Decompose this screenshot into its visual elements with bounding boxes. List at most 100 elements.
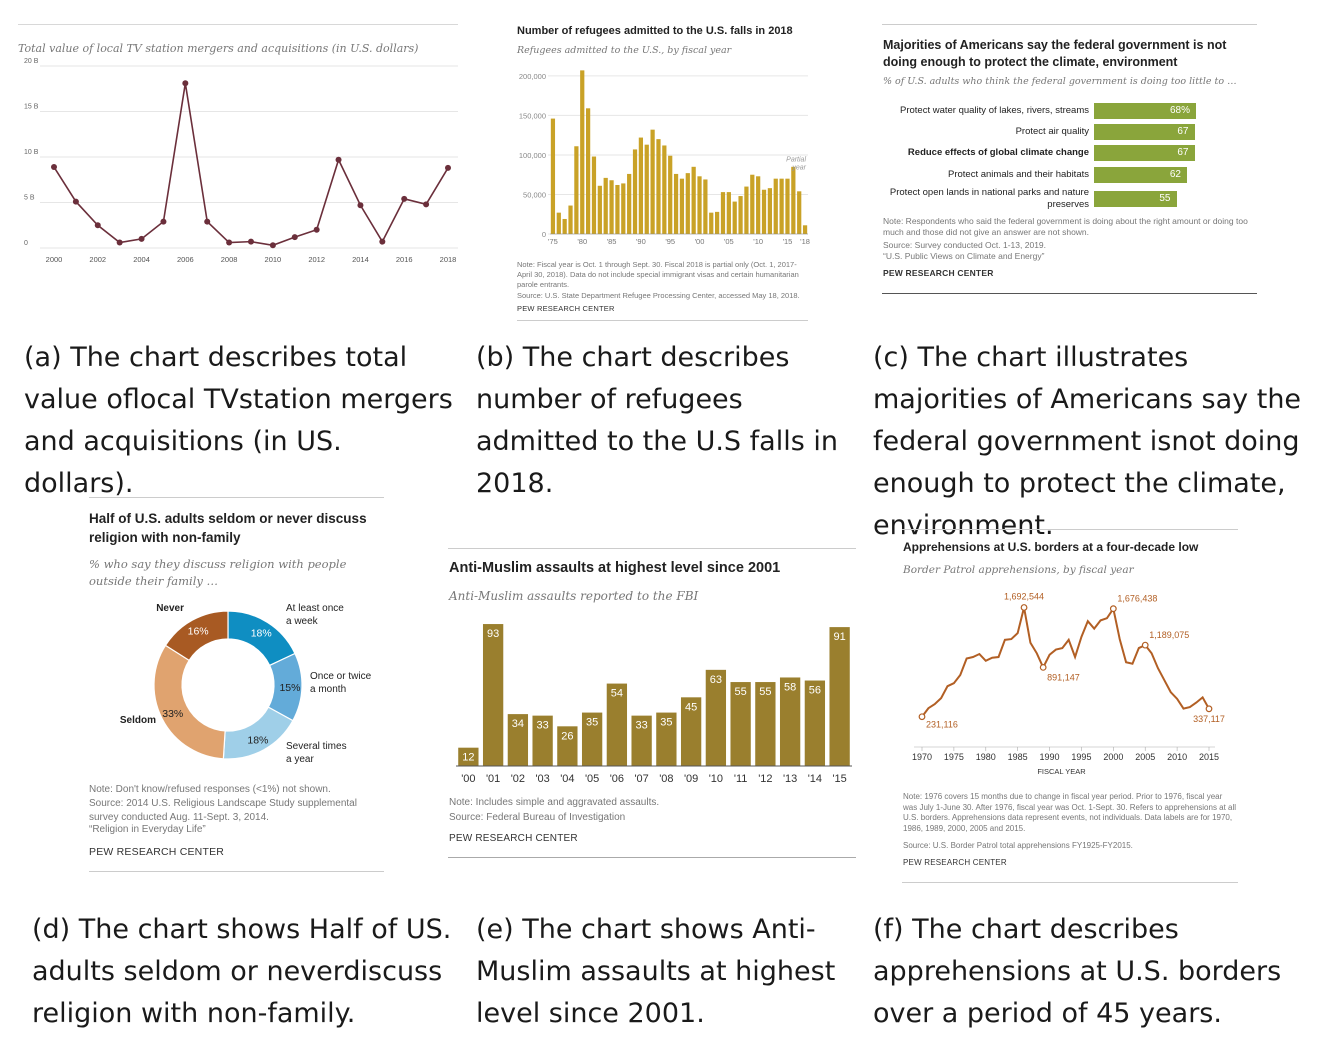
bar <box>586 108 591 234</box>
bar <box>638 137 643 234</box>
x-tick-label: '04 <box>560 773 574 785</box>
chart-c-bars: Protect water quality of lakes, rivers, … <box>883 100 1258 215</box>
x-tick-label: '13 <box>783 773 797 785</box>
chart-a-line: 20 B 15 B 10 B 5 B 0 2000 2002 2004 2006 2008 2010… <box>24 58 458 264</box>
data-point <box>269 242 276 249</box>
x-tick-label: 1990 <box>1040 752 1060 762</box>
y-tick-label: 50,000 <box>523 190 546 199</box>
chart-d-report: “Religion in Everyday Life” <box>89 824 206 835</box>
chart-e-title: Anti-Muslim assaults at highest level si… <box>449 560 781 576</box>
bar <box>557 726 578 766</box>
bar-value-label: 33 <box>537 720 549 732</box>
x-tick-label: '09 <box>684 773 698 785</box>
label-yearly: Several times <box>286 741 347 752</box>
caption-d: (d) The chart shows Half of US. adults s… <box>32 914 452 1029</box>
x-tick-label: 1995 <box>1071 752 1091 762</box>
bar <box>791 166 796 234</box>
c-bar: 67 <box>1094 145 1195 161</box>
labeled-point <box>1205 705 1213 713</box>
donut-slice <box>153 644 226 760</box>
caption-f: (f) The chart describes apprehensions at… <box>873 914 1282 1029</box>
data-point <box>51 164 57 171</box>
bar <box>606 683 628 766</box>
data-point <box>423 201 430 208</box>
labeled-point <box>1020 604 1028 611</box>
x-tick-label: 2004 <box>133 255 150 264</box>
x-tick-label: 2005 <box>1135 752 1155 762</box>
y-tick-label: 10 B <box>24 149 39 156</box>
chart-d-donut: 18% 15% 18% 33% 16% At least once a week Once o… <box>120 603 372 765</box>
bar-value-label: 91 <box>834 631 846 643</box>
x-tick-label: 2010 <box>1167 752 1187 762</box>
label-weekly: At least once <box>286 603 344 614</box>
chart-f-note: Note: 1976 covers 15 months due to chang… <box>903 792 1237 833</box>
bar <box>482 624 504 766</box>
donut-value: 33% <box>162 708 183 720</box>
bar <box>779 677 801 766</box>
data-point <box>138 235 145 242</box>
x-tick-label: 1975 <box>944 752 964 762</box>
bar <box>685 173 690 234</box>
x-tick-label: '08 <box>659 773 673 785</box>
x-tick-label: 2015 <box>1199 752 1219 762</box>
x-tick-label: '11 <box>734 773 748 785</box>
bar <box>580 70 585 234</box>
bar <box>574 146 579 234</box>
bar <box>738 196 743 234</box>
bar-value-label: 63 <box>710 674 722 686</box>
data-point <box>445 164 451 171</box>
chart-c-note: Note: Respondents who said the federal g… <box>883 216 1248 237</box>
x-tick-label: '12 <box>758 773 772 785</box>
panel-c-bottom-rule <box>882 293 1257 294</box>
c-row-label: Protect air quality <box>1015 126 1089 137</box>
x-tick-label: '01 <box>486 773 500 785</box>
chart-b-brand: PEW RESEARCH CENTER <box>517 304 615 313</box>
x-tick-label: 1970 <box>912 752 932 762</box>
chart-a-subtitle: Total value of local TV station mergers … <box>18 42 419 55</box>
x-tick-label: '80 <box>577 237 587 246</box>
chart-c-brand: PEW RESEARCH CENTER <box>883 268 994 278</box>
bar-value-label: 26 <box>561 730 573 742</box>
bar <box>568 205 573 234</box>
x-tick-label: 2016 <box>396 255 413 264</box>
label-seldom: Seldom <box>120 715 156 726</box>
bar <box>744 186 749 234</box>
bar <box>632 149 638 234</box>
chart-f-line: 1970 1975 1980 1985 1990 1995 2000 2005 2010 2015… <box>912 592 1225 776</box>
point-label: 1,692,544 <box>1004 592 1044 602</box>
bar-value-label: 55 <box>735 686 747 698</box>
chart-e-brand: PEW RESEARCH CENTER <box>449 833 578 844</box>
chart-e-bars: 12 93 34 33 26 35 54 33 35 45 63 55 55 58 56 91 '00 '01 '0… <box>456 624 852 785</box>
y-tick-label: 0 <box>24 240 28 247</box>
bar <box>703 179 708 234</box>
data-point <box>401 195 408 202</box>
bar <box>726 192 731 234</box>
series-line <box>53 83 449 247</box>
bar <box>631 715 652 766</box>
bar <box>609 180 614 234</box>
c-row-label: Protect water quality of lakes, rivers, … <box>899 105 1089 116</box>
y-tick-label: 100,000 <box>519 151 546 160</box>
c-bar: 55 <box>1094 191 1177 207</box>
series-line <box>921 606 1210 718</box>
x-tick-label: 2010 <box>265 255 282 264</box>
label-yearly: a year <box>286 754 314 765</box>
point-label: 231,116 <box>926 720 958 730</box>
chart-c-report: “U.S. Public Views on Climate and Energy… <box>883 251 1045 261</box>
x-tick-label: 2002 <box>89 255 106 264</box>
bar <box>756 176 761 234</box>
bar <box>755 682 776 766</box>
bar <box>802 225 808 234</box>
chart-b-source: Source: U.S. State Department Refugee Pr… <box>517 291 800 300</box>
bar <box>656 139 661 234</box>
bar-value-label: 93 <box>487 628 499 640</box>
x-axis-title: FISCAL YEAR <box>1037 767 1086 776</box>
label-weekly: a week <box>286 616 319 627</box>
label-monthly: Once or twice <box>310 671 372 682</box>
x-tick-label: '15 <box>783 237 793 246</box>
c-bar: 68% <box>1094 103 1196 119</box>
x-tick-label: '00 <box>461 773 475 785</box>
chart-e-subtitle: Anti-Muslim assaults reported to the FBI <box>449 589 699 603</box>
bar <box>761 189 767 234</box>
c-bar-value: 67 <box>1177 147 1189 158</box>
